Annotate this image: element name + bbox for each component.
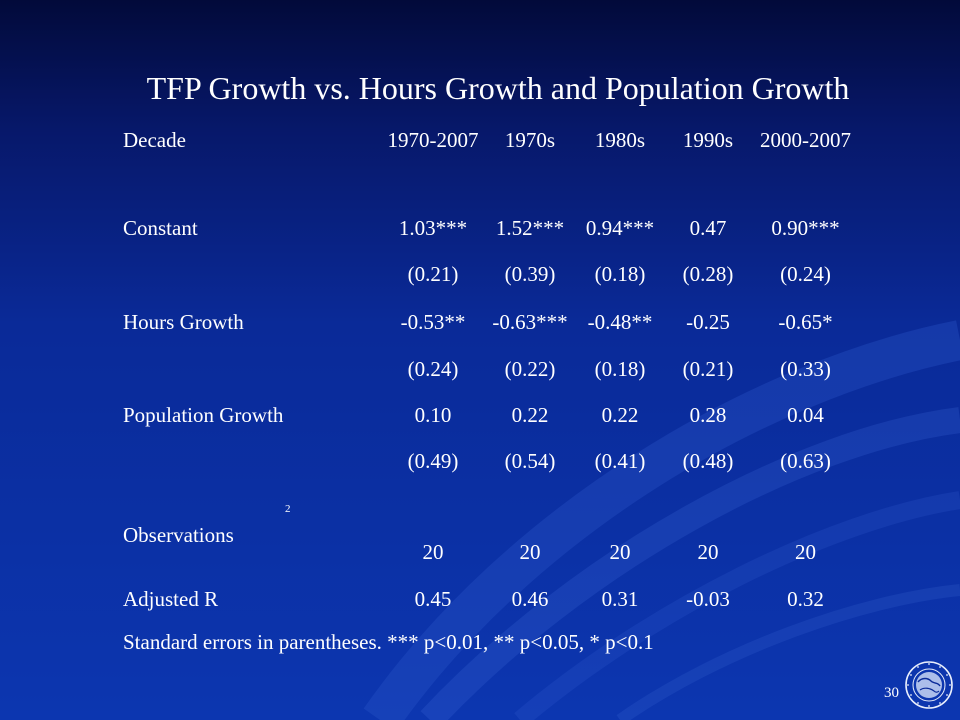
header-label: Decade: [123, 128, 186, 152]
table-cell-se: (0.48): [682, 449, 734, 473]
table-cell-se: (0.54): [504, 449, 556, 473]
table-cell-se: (0.18): [594, 262, 646, 286]
table-cell-se: (0.21): [682, 357, 734, 381]
table-cell: 0.22: [601, 403, 639, 427]
row-label-hours-growth: Hours Growth: [123, 310, 244, 334]
header-col-1970-2007: 1970-2007: [387, 128, 479, 152]
table-cell-se: (0.41): [594, 449, 646, 473]
header-col-1980s: 1980s: [594, 128, 646, 152]
row-label-constant: Constant: [123, 216, 198, 240]
table-cell: -0.63***: [492, 310, 568, 334]
table-cell: -0.25: [686, 310, 730, 334]
table-cell: -0.53**: [400, 310, 466, 334]
table-cell-se: (0.39): [504, 262, 556, 286]
table-cell: 0.04: [787, 403, 824, 427]
table-cell: 0.46: [511, 587, 549, 611]
table-cell: 0.94***: [585, 216, 655, 240]
table-cell-se: (0.24): [780, 262, 831, 286]
superscript-2: 2: [285, 503, 291, 515]
table-cell: 0.90***: [771, 216, 840, 240]
table-cell: 20: [422, 540, 444, 564]
table-cell: 0.22: [511, 403, 549, 427]
header-col-1970s: 1970s: [504, 128, 556, 152]
table-cell: 20: [697, 540, 719, 564]
table-cell: 20: [795, 540, 816, 564]
table-cell: -0.48**: [587, 310, 653, 334]
table-cell: 20: [609, 540, 631, 564]
table-cell: 0.45: [414, 587, 452, 611]
row-label-population-growth: Population Growth: [123, 403, 284, 427]
footnote: Standard errors in parentheses. *** p<0.…: [123, 630, 654, 654]
table-cell: 0.31: [601, 587, 639, 611]
slide-title: TFP Growth vs. Hours Growth and Populati…: [146, 70, 850, 106]
table-cell-se: (0.18): [594, 357, 646, 381]
table-cell-se: (0.28): [682, 262, 734, 286]
table-cell: 0.10: [414, 403, 452, 427]
table-cell-se: (0.21): [407, 262, 459, 286]
header-col-2000-2007: 2000-2007: [760, 128, 851, 152]
table-cell-se: (0.24): [407, 357, 459, 381]
table-cell-se: (0.49): [407, 449, 459, 473]
table-cell: -0.65*: [778, 310, 833, 334]
table-cell: 20: [519, 540, 541, 564]
page-number: 30: [884, 685, 899, 701]
table-cell: 0.47: [689, 216, 727, 240]
table-cell: -0.03: [686, 587, 730, 611]
table-cell-se: (0.22): [504, 357, 556, 381]
table-cell-se: (0.33): [780, 357, 831, 381]
table-cell: 1.03***: [398, 216, 468, 240]
table-cell: 0.32: [787, 587, 824, 611]
row-label-observations: Observations: [123, 523, 234, 547]
header-col-1990s: 1990s: [682, 128, 734, 152]
table-cell-se: (0.63): [780, 449, 831, 473]
row-label-adjusted-r: Adjusted R: [123, 587, 219, 611]
table-cell: 1.52***: [495, 216, 565, 240]
imf-seal-logo: [905, 661, 953, 709]
table-cell: 0.28: [689, 403, 727, 427]
